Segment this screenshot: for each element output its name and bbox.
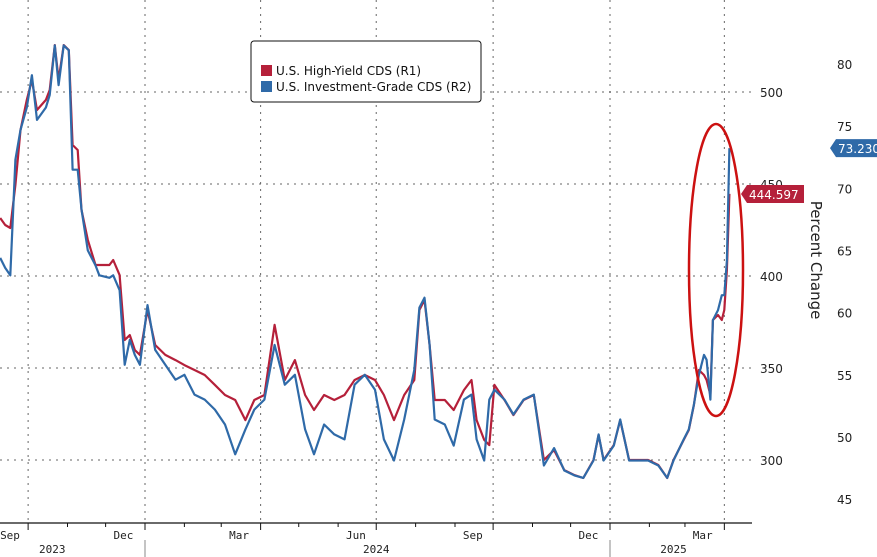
last-value-tag-investment-grade: 73.230 bbox=[830, 139, 877, 158]
gridlines bbox=[0, 0, 752, 523]
right-tick-label: 45 bbox=[837, 493, 852, 507]
series-line-high-yield bbox=[0, 44, 731, 480]
right-tick-label: 60 bbox=[837, 307, 852, 321]
legend: U.S. High-Yield CDS (R1) U.S. Investment… bbox=[250, 40, 482, 103]
legend-swatch-hy bbox=[261, 65, 272, 76]
right-tick-label: 80 bbox=[837, 58, 852, 72]
right-axis-title: Percent Change bbox=[807, 201, 825, 320]
right-tick-label: 65 bbox=[837, 244, 852, 258]
series-line-investment-grade bbox=[0, 44, 731, 479]
series-lines bbox=[0, 44, 731, 480]
x-tick-label: Dec bbox=[578, 529, 598, 542]
x-tick-label: Mar bbox=[229, 529, 249, 542]
right-tick-label: 75 bbox=[837, 120, 852, 134]
left-tick-label: 300 bbox=[760, 454, 783, 468]
x-axis: Sep Dec Mar Jun Sep Dec Mar 2023 2024 2025 bbox=[0, 522, 752, 557]
year-label: 2025 bbox=[660, 543, 687, 556]
right-tick-label: 55 bbox=[837, 369, 852, 383]
left-tick-label: 400 bbox=[760, 270, 783, 284]
legend-label-ig: U.S. Investment-Grade CDS (R2) bbox=[276, 80, 471, 94]
legend-swatch-ig bbox=[261, 81, 272, 92]
highlight-ellipse bbox=[687, 122, 745, 418]
x-tick-label: Jun bbox=[346, 529, 366, 542]
last-value-tag-high-yield: 444.597 bbox=[741, 184, 804, 203]
year-label: 2024 bbox=[363, 543, 390, 556]
year-label: 2023 bbox=[39, 543, 66, 556]
left-tick-label: 350 bbox=[760, 362, 783, 376]
x-tick-label: Dec bbox=[113, 529, 133, 542]
last-value-tags: 444.597 73.230 bbox=[741, 139, 877, 203]
right-axis: 45 50 55 60 65 70 75 80 bbox=[837, 58, 852, 507]
right-tick-label: 50 bbox=[837, 431, 852, 445]
svg-text:73.230: 73.230 bbox=[838, 142, 877, 156]
left-tick-label: 500 bbox=[760, 86, 783, 100]
x-tick-label: Sep bbox=[463, 529, 483, 542]
right-tick-label: 70 bbox=[837, 182, 852, 196]
left-axis: 300350400450500 bbox=[760, 86, 783, 468]
x-tick-label: Mar bbox=[693, 529, 713, 542]
svg-text:444.597: 444.597 bbox=[749, 188, 799, 202]
x-tick-label: Sep bbox=[0, 529, 20, 542]
legend-label-hy: U.S. High-Yield CDS (R1) bbox=[276, 64, 421, 78]
